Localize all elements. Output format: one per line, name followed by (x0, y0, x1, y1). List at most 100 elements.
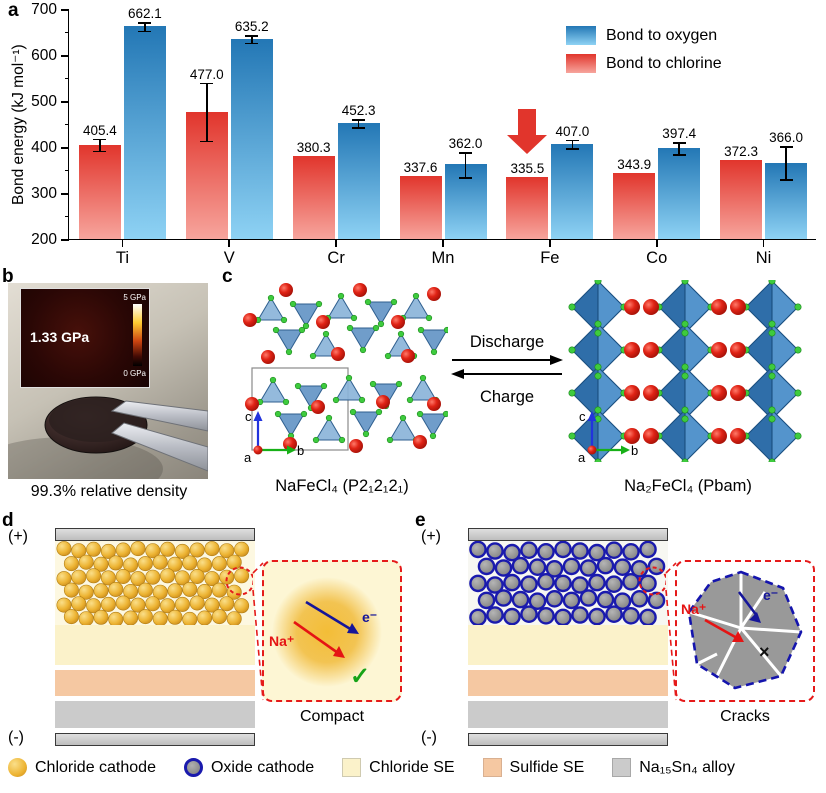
y-tick (61, 239, 69, 241)
legend-row-oxygen: Bond to oxygen (566, 26, 722, 45)
colorbar-max-label: 5 GPa (123, 293, 146, 302)
legend-item-chloride-se: Chloride SE (342, 758, 455, 777)
legend-label-oxygen: Bond to oxygen (606, 26, 718, 44)
compact-particle-graphic: e⁻ Na⁺ ✓ (269, 577, 382, 690)
bar-value-label: 380.3 (296, 140, 331, 156)
oxide-outline (687, 570, 803, 690)
cell-stack (55, 528, 255, 746)
colorbar-min-label: 0 GPa (123, 369, 146, 378)
error-cap (565, 148, 579, 150)
y-tick-label: 400 (31, 139, 57, 156)
bar-value-label: 452.3 (341, 102, 376, 118)
fe-highlight-arrow-icon (504, 108, 550, 155)
bar-cr-oxygen (337, 122, 380, 239)
panel-label-c: c (222, 266, 233, 287)
current-collector-bottom (468, 733, 668, 746)
bar-ti-chlorine (78, 144, 121, 239)
y-axis-title: Bond energy (kJ mol⁻¹) (10, 44, 27, 206)
error-cap (459, 177, 472, 179)
error-cap (200, 82, 214, 85)
bar-value-label: 372.3 (724, 143, 758, 159)
error-bar (357, 119, 360, 129)
x-tick (762, 239, 765, 247)
y-minor-tick (64, 32, 69, 34)
error-cap (138, 22, 152, 25)
error-cap (93, 150, 107, 153)
zoom-inset-compact: e⁻ Na⁺ ✓ (262, 560, 402, 702)
y-tick (61, 193, 69, 195)
error-cap (672, 142, 686, 144)
panel-label-b: b (2, 266, 14, 287)
sulfide-se-layer (468, 670, 668, 696)
discharge-label: Discharge (469, 333, 545, 351)
chloride-se-layer (468, 625, 668, 665)
x-tick (228, 239, 231, 247)
y-tick (61, 55, 69, 57)
bond-energy-chart-panel: Bond energy (kJ mol⁻¹) 200 300 400 500 600 70… (0, 0, 826, 267)
y-tick-label: 600 (31, 47, 57, 64)
bar-cr-chlorine (292, 156, 335, 239)
bar-co-oxygen (658, 148, 701, 239)
category-label: Fe (540, 249, 560, 267)
x-tick (335, 239, 337, 247)
sulfide-se-swatch (482, 758, 502, 777)
legend-label: Oxide cathode (210, 758, 315, 776)
chloride-cell-schematic: (+) (-) e⁻ Na⁺ ✓ Compact (0, 512, 413, 760)
chloride-cathode-particles (56, 541, 255, 627)
category-label: Mn (431, 249, 455, 267)
axis-b-label: b (631, 443, 638, 458)
error-cap (245, 35, 259, 37)
legend-label-chlorine: Bond to chlorine (606, 54, 722, 72)
legend-label: Chloride cathode (35, 758, 156, 776)
error-bar (464, 153, 467, 178)
sulfide-se-layer (55, 670, 255, 696)
crystal-axes-icon: c b a (578, 409, 638, 464)
sodium-arrow-icon (732, 631, 744, 642)
alloy-layer (55, 701, 255, 728)
pellet-tweezers-graphic (8, 396, 208, 479)
legend-row-chlorine: Bond to chlorine (566, 54, 722, 73)
error-cap (672, 154, 686, 156)
legend-swatch-chlorine (566, 54, 596, 73)
axis-c-label: c (579, 409, 586, 424)
error-cap (200, 140, 214, 143)
category-label: V (223, 249, 235, 267)
error-bar (250, 36, 253, 44)
crystal-structure-na2fecl4 (568, 280, 802, 462)
density-caption: 99.3% relative density (30, 483, 188, 500)
y-minor-tick (64, 78, 69, 80)
bar-value-label: 335.5 (510, 160, 545, 176)
bar-value-label: 477.0 (189, 66, 224, 82)
error-cap (138, 30, 152, 33)
current-collector-top (55, 528, 255, 541)
y-tick-label: 700 (31, 1, 57, 18)
legend-label: Sulfide SE (509, 758, 585, 776)
oxide-cell-schematic: (+) (-) e⁻ Na⁺ × Cracks (413, 512, 826, 760)
y-tick-label: 500 (31, 93, 57, 110)
error-bar (571, 140, 574, 149)
x-tick (121, 239, 124, 247)
alloy-layer (468, 701, 668, 728)
legend-label: Chloride SE (369, 758, 455, 776)
electron-label: e⁻ (362, 609, 377, 625)
bar-value-label: 343.9 (617, 156, 652, 172)
bar-v-oxygen (230, 38, 273, 239)
oxide-cathode-swatch (183, 758, 203, 777)
category-label: Co (646, 249, 668, 267)
x-tick (442, 239, 444, 247)
bar-fe-oxygen (551, 143, 594, 239)
colorbar (133, 304, 142, 366)
reaction-arrows: Discharge Charge (450, 331, 564, 408)
error-cap (459, 152, 472, 154)
plot-area: 200 300 400 500 600 700 Ti 405.4 662.1 V 477.0 635.… (31, 1, 816, 267)
figure-legend: Chloride cathode Oxide cathode Chloride … (8, 758, 820, 777)
sodium-arrow-icon (333, 646, 345, 658)
error-bar (785, 147, 787, 181)
category-label: Cr (327, 249, 345, 267)
modulus-value: 1.33 GPa (30, 329, 90, 345)
chart-legend: Bond to oxygen Bond to chlorine (566, 26, 722, 82)
zoom-inset-cracks: e⁻ Na⁺ × (675, 560, 815, 702)
bar-fe-chlorine (506, 176, 549, 239)
category-label: Ni (755, 249, 772, 267)
bar-mn-chlorine (399, 175, 442, 239)
